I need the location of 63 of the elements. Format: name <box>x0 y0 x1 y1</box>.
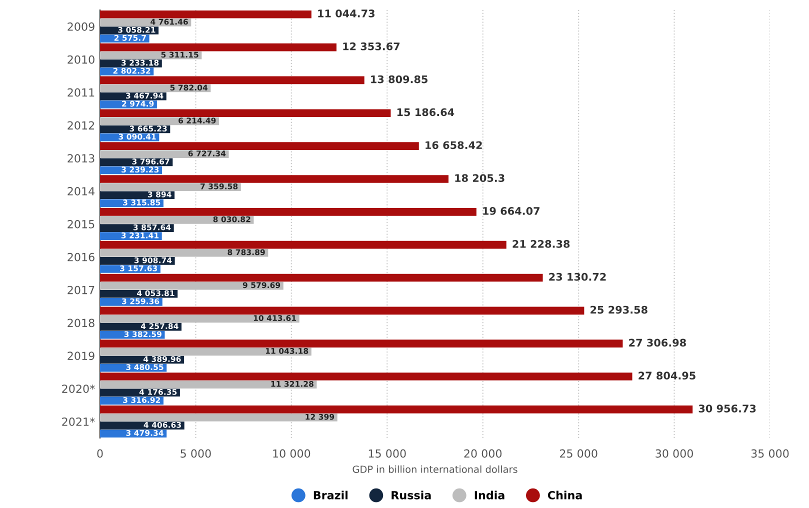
y-tick-label: 2020* <box>62 384 95 393</box>
bar <box>100 306 584 315</box>
data-label: 21 228.38 <box>512 240 570 248</box>
bar <box>100 406 693 414</box>
data-label: 25 293.58 <box>590 306 648 314</box>
data-label: 27 306.98 <box>629 338 686 347</box>
bar <box>100 109 391 118</box>
bar <box>100 76 364 84</box>
y-tick-label: 2011 <box>68 88 94 97</box>
bar <box>100 142 419 150</box>
x-tick-label: 20 000 <box>464 449 502 458</box>
x-tick-label: 15 000 <box>368 449 406 458</box>
x-tick-label: 0 <box>97 449 103 458</box>
legend-label: Brazil <box>314 490 348 500</box>
data-label: 23 130.72 <box>549 272 606 281</box>
bar <box>100 183 241 191</box>
x-tick-label: 5 000 <box>180 449 211 458</box>
y-tick-label: 2017 <box>68 286 94 294</box>
y-tick-label: 2014 <box>68 187 95 196</box>
bar <box>100 43 336 52</box>
y-tick-label: 2013 <box>68 154 94 163</box>
data-label: 11 044.73 <box>318 10 374 18</box>
bar <box>100 216 254 224</box>
bar <box>100 175 448 183</box>
bar <box>100 340 623 348</box>
bar <box>100 18 192 26</box>
bar <box>100 282 284 290</box>
data-label: 15 186.64 <box>397 108 454 116</box>
bar <box>100 248 268 257</box>
legend-label: Russia <box>392 490 431 500</box>
data-label: 30 956.73 <box>698 404 756 412</box>
y-tick-label: 2012 <box>68 121 94 130</box>
y-tick-label: 2010 <box>68 55 94 64</box>
x-axis-title: GDP in billion international dollars <box>352 465 518 473</box>
y-tick-label: 2021* <box>62 418 95 426</box>
y-tick-label: 2016 <box>68 252 94 262</box>
bar <box>100 380 317 388</box>
legend-label: China <box>548 490 582 500</box>
data-label: 13 809.85 <box>371 75 428 84</box>
bar <box>100 208 476 216</box>
x-tick-label: 30 000 <box>656 449 693 458</box>
bar <box>100 372 632 380</box>
data-label: 18 205.3 <box>455 174 504 182</box>
x-tick-label: 25 000 <box>560 449 598 458</box>
bar <box>100 51 202 60</box>
data-label: 16 658.42 <box>426 141 482 150</box>
bar <box>100 10 312 18</box>
data-label: 27 804.95 <box>638 372 696 380</box>
x-tick-label: 10 000 <box>273 449 310 458</box>
bar <box>100 274 543 282</box>
bar <box>100 150 229 158</box>
bar <box>100 191 175 200</box>
y-tick-label: 2009 <box>68 22 94 31</box>
bar <box>100 348 312 356</box>
y-tick-label: 2018 <box>68 318 94 328</box>
data-label: 19 664.07 <box>483 207 540 215</box>
y-tick-label: 2019 <box>68 352 94 360</box>
data-label: 12 353.67 <box>343 42 400 50</box>
y-tick-label: 2015 <box>68 220 94 228</box>
x-tick-label: 35 000 <box>751 449 789 458</box>
legend-label: India <box>474 490 504 500</box>
bar <box>100 414 338 422</box>
bar <box>100 240 506 249</box>
